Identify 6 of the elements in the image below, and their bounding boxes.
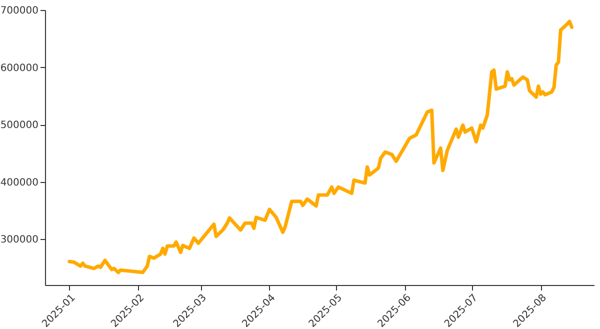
line-series — [68, 20, 574, 274]
y-tick-label: 700000 — [0, 6, 38, 16]
y-tick-label: 600000 — [0, 62, 38, 74]
y-tick-label: 400000 — [0, 177, 38, 188]
y-tick-label: 500000 — [0, 120, 38, 132]
y-tick-label: 300000 — [0, 234, 38, 246]
